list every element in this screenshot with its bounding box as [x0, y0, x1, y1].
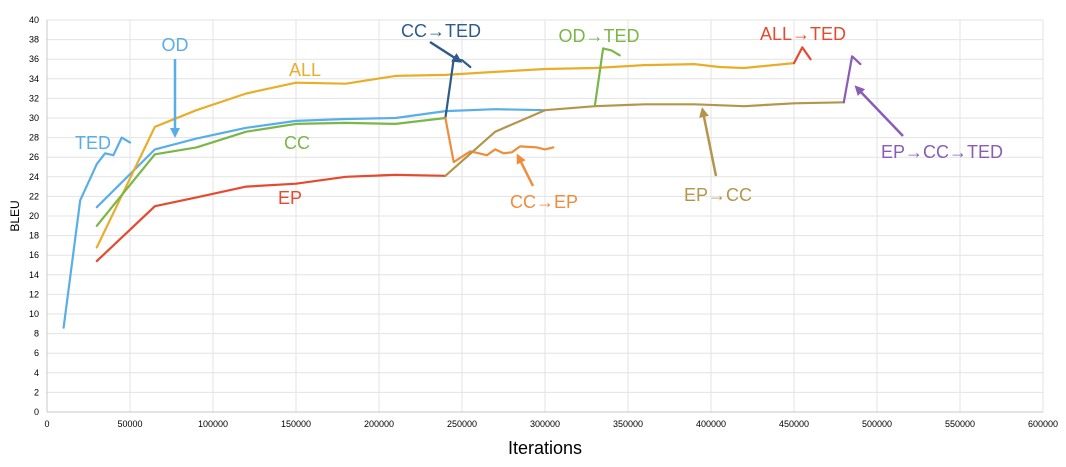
y-tick-label: 36: [29, 54, 39, 64]
series-label-all: ALL: [289, 60, 321, 80]
y-tick-label: 28: [29, 133, 39, 143]
x-tick-label: 450000: [779, 419, 809, 429]
series-layer: [62, 46, 862, 329]
x-tick-label: 150000: [281, 419, 311, 429]
x-axis-title: Iterations: [508, 438, 582, 458]
y-tick-label: 20: [29, 211, 39, 221]
series-label-ep: EP: [278, 188, 302, 208]
x-tick-label: 600000: [1028, 419, 1058, 429]
series-line-all: [95, 61, 796, 249]
series-line-ep-to-cc-to-ted: [842, 55, 862, 104]
series-line-all-to-ted: [792, 46, 812, 65]
y-tick-label: 40: [29, 15, 39, 25]
series-label-od: OD: [162, 35, 189, 55]
x-tick-label: 0: [44, 419, 49, 429]
series-line-cc-to-ep: [444, 116, 555, 164]
y-tick-label: 6: [34, 348, 39, 358]
x-tick-label: 350000: [613, 419, 643, 429]
gridlines: [46, 19, 1044, 413]
series-line-od: [95, 108, 547, 209]
y-tick-label: 34: [29, 74, 39, 84]
series-label-cc-to-ted: CC→TED: [401, 21, 481, 41]
series-label-all-to-ted: ALL→TED: [760, 24, 846, 44]
series-label-cc: CC: [284, 133, 310, 153]
series-label-od-to-ted: OD→TED: [559, 26, 640, 46]
series-labels: TED OD ALL CC EP CC→TED CC→EP OD→TED EP→CC ALL→TE…: [75, 21, 1003, 212]
ep-to-cc-arrow: [699, 107, 718, 177]
cc-to-ep-arrow: [516, 153, 535, 187]
series-line-cc-to-ted: [444, 58, 472, 120]
x-tick-label: 50000: [117, 419, 142, 429]
y-tick-label: 2: [34, 387, 39, 397]
series-label-cc-to-ep: CC→EP: [510, 192, 578, 212]
y-tick-label: 30: [29, 113, 39, 123]
y-tick-label: 32: [29, 93, 39, 103]
y-tick-label: 16: [29, 250, 39, 260]
x-tick-label: 500000: [862, 419, 892, 429]
y-tick-label: 4: [34, 368, 39, 378]
series-line-od-to-ted: [593, 47, 621, 108]
series-label-ep-to-cc-to-ted: EP→CC→TED: [881, 142, 1003, 162]
y-tick-label: 26: [29, 152, 39, 162]
series-line-ep: [95, 173, 447, 263]
series-line-cc: [95, 116, 447, 227]
y-tick-label: 8: [34, 329, 39, 339]
y-tick-label: 12: [29, 289, 39, 299]
cc-to-ted-arrow: [429, 40, 463, 63]
y-tick-label: 38: [29, 35, 39, 45]
x-tick-label: 200000: [364, 419, 394, 429]
annotation-arrows: [170, 40, 904, 187]
x-tick-label: 300000: [530, 419, 560, 429]
ep-cc-ted-arrow: [854, 85, 904, 137]
y-tick-label: 24: [29, 172, 39, 182]
x-tick-label: 100000: [198, 419, 228, 429]
y-axis-title: BLEU: [8, 200, 22, 231]
x-tick-label: 250000: [447, 419, 477, 429]
series-label-ted: TED: [75, 133, 111, 153]
y-tick-label: 18: [29, 231, 39, 241]
series-line-ep-to-cc: [444, 101, 845, 177]
series-line-ted: [62, 136, 132, 329]
x-tick-label: 550000: [945, 419, 975, 429]
y-tick-label: 0: [34, 407, 39, 417]
y-tick-label: 22: [29, 191, 39, 201]
x-tick-label: 400000: [696, 419, 726, 429]
y-tick-label: 10: [29, 309, 39, 319]
y-tick-label: 14: [29, 270, 39, 280]
series-label-ep-to-cc: EP→CC: [684, 185, 752, 205]
